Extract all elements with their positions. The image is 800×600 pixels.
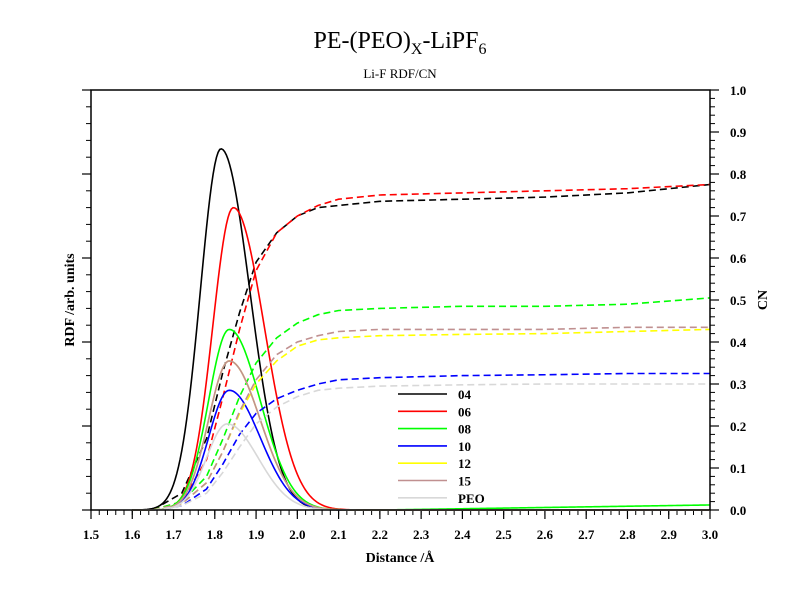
- x-tick-label: 2.1: [330, 527, 346, 542]
- y-right-tick-label: 0.2: [730, 419, 746, 434]
- y-right-tick-label: 0.6: [730, 251, 747, 266]
- x-tick-label: 2.4: [454, 527, 471, 542]
- x-tick-label: 2.3: [413, 527, 430, 542]
- x-tick-label: 2.2: [372, 527, 388, 542]
- cn-line-15: [152, 326, 710, 511]
- chart-title: PE-(PEO)X-LiPF6: [314, 28, 487, 58]
- legend-label: 15: [458, 474, 472, 489]
- x-tick-label: 1.8: [207, 527, 224, 542]
- cn-line-04: [152, 183, 711, 511]
- legend-label: 04: [458, 387, 472, 402]
- y-axis-label-right: CN: [756, 290, 771, 310]
- rdf-line-10: [132, 389, 710, 511]
- x-tick-label: 2.0: [289, 527, 305, 542]
- rdf-line-08: [132, 328, 711, 511]
- y-right-tick-label: 0.0: [730, 503, 746, 518]
- x-tick-label: 1.5: [83, 527, 100, 542]
- x-tick-label: 3.0: [702, 527, 718, 542]
- x-tick-label: 2.6: [537, 527, 554, 542]
- chart-title-mid: -LiPF: [422, 28, 478, 54]
- legend-label: PEO: [458, 491, 485, 506]
- y-right-tick-label: 0.5: [730, 293, 747, 308]
- y-right-tick-label: 0.8: [730, 167, 747, 182]
- y-right-tick-label: 0.7: [730, 209, 747, 224]
- chart-title-sub1: X: [411, 41, 423, 58]
- y-axis-label-left: RDF /arb. units: [63, 253, 78, 347]
- cn-line-10: [152, 372, 710, 511]
- chart-title-main: PE-(PEO): [314, 28, 411, 54]
- y-right-tick-label: 0.3: [730, 377, 747, 392]
- y-right-tick-label: 0.4: [730, 335, 747, 350]
- y-right-tick-label: 0.1: [730, 461, 746, 476]
- x-tick-label: 1.6: [124, 527, 141, 542]
- legend-label: 08: [458, 422, 472, 437]
- legend-label: 06: [458, 404, 472, 419]
- x-tick-label: 2.8: [619, 527, 636, 542]
- plot-frame: [90, 89, 711, 511]
- y-right-tick-label: 1.0: [730, 83, 746, 98]
- chart-subtitle: Li-F RDF/CN: [363, 66, 437, 81]
- plot-lines: [132, 147, 711, 511]
- x-tick-label: 2.5: [496, 527, 513, 542]
- x-tick-label: 1.7: [165, 527, 182, 542]
- x-tick-label: 2.7: [578, 527, 595, 542]
- x-axis-label: Distance /Å: [366, 550, 436, 566]
- cn-line-08: [152, 297, 711, 511]
- chart-title-sub2: 6: [478, 41, 486, 58]
- legend: 04 06 08 10 12 15 PEO: [398, 387, 485, 506]
- y-right-tick-label: 0.9: [730, 125, 747, 140]
- cn-line-PEO: [152, 383, 710, 511]
- legend-label: 12: [458, 456, 471, 471]
- rdf-line-06: [132, 206, 710, 511]
- cn-line-12: [152, 328, 711, 511]
- cn-line-06: [152, 183, 711, 511]
- legend-label: 10: [458, 439, 471, 454]
- x-tick-label: 2.9: [661, 527, 678, 542]
- axis-ticks: 1.5 1.6 1.7 1.8 1.9 2.0 2.1 2.2 2.3 2.4 2.5 2.6 2.7 2…: [82, 83, 747, 542]
- x-tick-label: 1.9: [248, 527, 265, 542]
